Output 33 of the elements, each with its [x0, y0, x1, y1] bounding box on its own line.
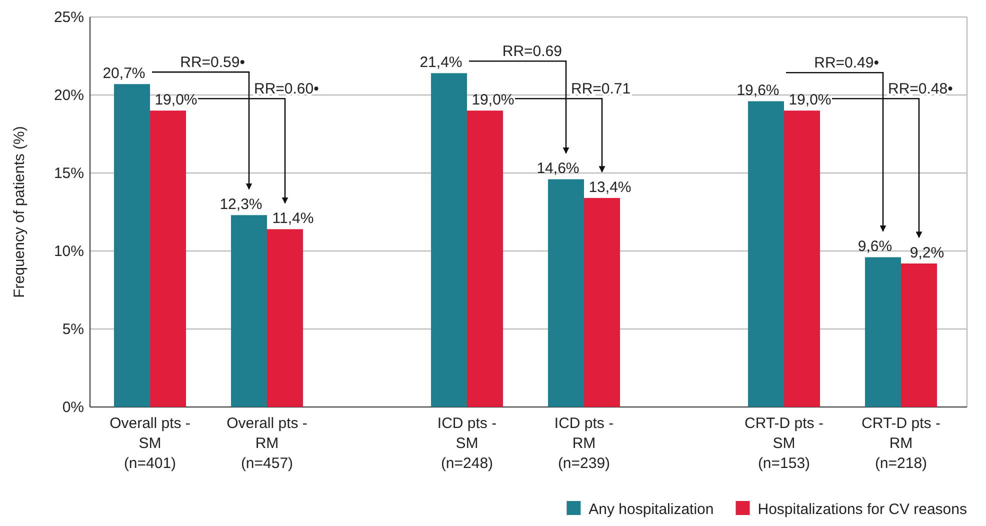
- x-tick-label: ICD pts - SM (n=248): [437, 415, 497, 472]
- data-label: 19,0%: [154, 92, 198, 109]
- data-label: 12,3%: [220, 196, 262, 214]
- y-tick-label: 10%: [54, 242, 84, 260]
- legend-label: Hospitalizations for CV reasons: [758, 501, 967, 518]
- annotation: RR=0.59•: [180, 54, 245, 72]
- x-tick-label: Overall pts - SM (n=401): [110, 415, 190, 472]
- x-tick-label: Overall pts - RM (n=457): [226, 415, 308, 472]
- y-tick-label: 15%: [54, 164, 84, 182]
- data-label: 9,2%: [910, 244, 944, 262]
- x-tick-label: ICD pts - RM (n=239): [554, 415, 614, 472]
- y-tick-label: 0%: [62, 398, 84, 416]
- y-tick-label: 25%: [54, 8, 84, 26]
- data-label: 11,4%: [272, 210, 314, 228]
- annotation: RR=0.60•: [254, 80, 319, 98]
- legend-label: Any hospitalization: [588, 501, 714, 518]
- data-label: 21,4%: [420, 54, 462, 72]
- x-tick-label: CRT-D pts - RM (n=218): [862, 415, 940, 472]
- x-tick-label: CRT-D pts - SM (n=153): [744, 415, 824, 472]
- y-tick-label: 20%: [54, 86, 84, 104]
- annotation: RR=0.71: [571, 80, 631, 98]
- data-label: 19,6%: [736, 82, 780, 100]
- y-axis-title: Frequency of patients (%): [11, 126, 28, 298]
- annotation: RR=0.49•: [814, 54, 879, 72]
- y-tick-label: 5%: [62, 320, 84, 338]
- data-label: 9,6%: [858, 238, 892, 256]
- data-label: 20,7%: [102, 65, 146, 82]
- data-label: 14,6%: [536, 160, 580, 178]
- data-label: 13,4%: [588, 178, 632, 196]
- data-label: 19,0%: [472, 92, 514, 109]
- data-label: 19,0%: [788, 92, 832, 109]
- annotation: RR=0.69: [502, 43, 562, 60]
- annotation: RR=0.48•: [888, 80, 953, 98]
